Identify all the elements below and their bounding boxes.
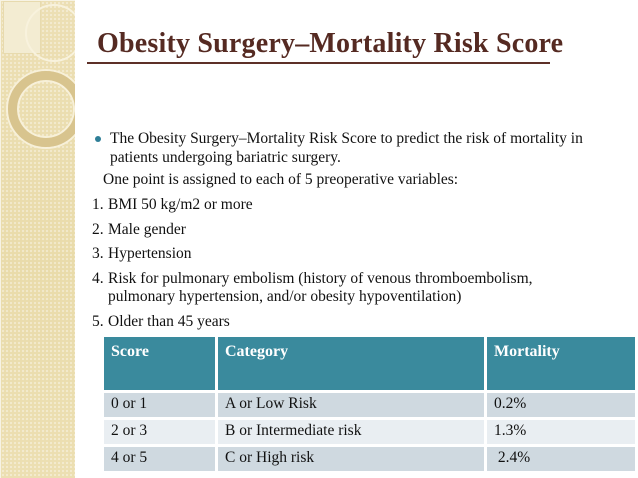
list-item-text: Risk for pulmonary embolism (history of …: [108, 269, 533, 306]
sidebar-thin-circle-decoration: [25, 4, 75, 62]
table-cell: A or Low Risk: [218, 393, 484, 417]
list-item: 5. Older than 45 years: [92, 313, 612, 332]
table-cell: 0.2%: [487, 393, 635, 417]
table-cell: 4 or 5: [104, 447, 215, 471]
table-cell: 0 or 1: [104, 393, 215, 417]
sidebar-thick-circle-decoration: [8, 71, 75, 147]
list-item-text: Older than 45 years: [108, 312, 230, 330]
list-item-number: 1.: [92, 196, 104, 213]
list-item-text: BMI 50 kg/m2 or more: [108, 196, 253, 213]
list-item-text: Male gender: [108, 220, 186, 238]
variables-list: 1. BMI 50 kg/m2 or more 2. Male gender 3…: [92, 196, 612, 337]
list-item-number: 4.: [92, 269, 104, 287]
table-cell: 2.4%: [487, 447, 635, 471]
table-cell: B or Intermediate risk: [218, 420, 484, 444]
table-cell: 1.3%: [487, 420, 635, 444]
slide-title: Obesity Surgery–Mortality Risk Score: [87, 29, 563, 64]
table-header-mortality: Mortality: [487, 337, 635, 390]
list-item-number: 3.: [92, 245, 104, 262]
table-header-category: Category: [218, 337, 484, 390]
list-item-text: Hypertension: [108, 245, 192, 262]
table-cell: 2 or 3: [104, 420, 215, 444]
list-item: 3. Hypertension: [92, 245, 612, 264]
bullet-icon: [95, 136, 101, 142]
list-item: 4. Risk for pulmonary embolism (history …: [92, 270, 612, 307]
decorative-sidebar: [0, 0, 75, 478]
table-cell: C or High risk: [218, 447, 484, 471]
lead-paragraph: The Obesity Surgery–Mortality Risk Score…: [110, 130, 583, 166]
subtext-line: One point is assigned to each of 5 preop…: [103, 171, 459, 188]
list-item: 2. Male gender: [92, 221, 612, 240]
list-item-number: 2.: [92, 220, 104, 238]
list-item: 1. BMI 50 kg/m2 or more: [92, 196, 612, 215]
table-header-score: Score: [104, 337, 215, 390]
risk-score-table: Score Category Mortality 0 or 1 A or Low…: [104, 337, 635, 471]
list-item-number: 5.: [92, 312, 104, 330]
